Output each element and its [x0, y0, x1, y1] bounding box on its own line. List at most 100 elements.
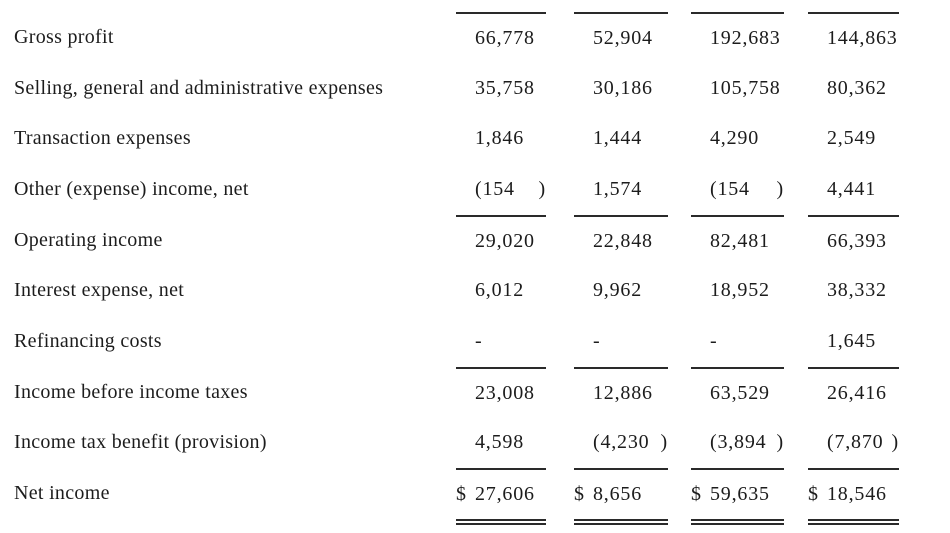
cell-value: 66,393	[827, 229, 887, 252]
row-label: Net income	[14, 482, 110, 505]
row-label: Refinancing costs	[14, 329, 162, 352]
row-label: Income tax benefit (provision)	[14, 431, 267, 454]
table-row: Refinancing costs - - - 1,645	[0, 316, 950, 367]
cell-value: 38,332	[827, 279, 887, 302]
value-cell: 12,886	[574, 366, 668, 418]
negative-close-paren: )	[891, 431, 899, 454]
cell-value: (4,230	[593, 431, 650, 454]
value-cell: 22,848	[574, 214, 668, 266]
value-cell: $59,635	[691, 468, 784, 519]
cell-value: 2,549	[827, 127, 876, 150]
value-cell: 1,574	[574, 164, 668, 215]
row-label: Operating income	[14, 228, 163, 251]
cell-value: 18,952	[710, 279, 770, 302]
value-cell: 66,778	[456, 12, 546, 63]
cell-value: 4,441	[827, 177, 876, 200]
cell-value: 26,416	[827, 381, 887, 404]
cell-value: 63,529	[710, 381, 770, 404]
cell-value: 1,574	[593, 177, 642, 200]
table-row: Interest expense, net 6,012 9,962 18,952…	[0, 265, 950, 316]
row-label: Selling, general and administrative expe…	[14, 76, 384, 99]
cell-value: 192,683	[710, 26, 781, 49]
row-label: Transaction expenses	[14, 127, 191, 150]
cell-value: 23,008	[475, 381, 535, 404]
value-cell: 1,846	[456, 113, 546, 164]
value-cell: (7,870)	[808, 418, 899, 469]
row-label: Gross profit	[14, 25, 114, 48]
value-cell: 4,598	[456, 418, 546, 469]
value-cell: 23,008	[456, 366, 546, 418]
cell-value: 1,846	[475, 127, 524, 150]
table-row: Income tax benefit (provision) 4,598 (4,…	[0, 418, 950, 469]
cell-value: 8,656	[593, 483, 642, 506]
table-row: Other (expense) income, net (154) 1,574 …	[0, 164, 950, 215]
cell-value: 52,904	[593, 26, 653, 49]
currency-symbol: $	[456, 483, 466, 506]
table-row: Income before income taxes 23,008 12,886…	[0, 366, 950, 418]
double-rule	[691, 518, 784, 529]
value-cell: 9,962	[574, 265, 668, 316]
cell-value: (7,870	[827, 431, 884, 454]
value-cell: 30,186	[574, 63, 668, 114]
value-cell: 66,393	[808, 214, 899, 266]
value-cell: 63,529	[691, 366, 784, 418]
value-cell: 35,758	[456, 63, 546, 114]
currency-symbol: $	[808, 483, 818, 506]
cell-value: 105,758	[710, 76, 781, 99]
spacer	[0, 519, 456, 529]
value-cell: 105,758	[691, 63, 784, 114]
double-rule	[574, 518, 668, 529]
value-cell: 1,645	[808, 316, 899, 367]
cell-value: 59,635	[710, 483, 770, 506]
row-label: Income before income taxes	[14, 380, 248, 403]
currency-symbol: $	[574, 483, 584, 506]
value-cell: 80,362	[808, 63, 899, 114]
cell-value: 18,546	[827, 483, 887, 506]
cell-value: 66,778	[475, 26, 535, 49]
value-cell: $18,546	[808, 468, 899, 519]
value-cell: 192,683	[691, 12, 784, 63]
table-row: Selling, general and administrative expe…	[0, 63, 950, 114]
bottom-double-rule-row	[0, 518, 950, 529]
value-cell: (154)	[691, 164, 784, 215]
value-cell: 82,481	[691, 214, 784, 266]
cell-value: 80,362	[827, 76, 887, 99]
cell-value: 144,863	[827, 26, 898, 49]
cell-value: (154	[475, 177, 515, 200]
cell-value: 1,645	[827, 329, 876, 352]
cell-value: 30,186	[593, 76, 653, 99]
value-cell: 18,952	[691, 265, 784, 316]
value-cell: 52,904	[574, 12, 668, 63]
value-cell: (3,894)	[691, 418, 784, 469]
cell-value: 12,886	[593, 381, 653, 404]
table-row: Transaction expenses 1,846 1,444 4,290 2…	[0, 113, 950, 164]
negative-close-paren: )	[776, 177, 784, 200]
cell-value: 82,481	[710, 229, 770, 252]
row-label: Other (expense) income, net	[14, 177, 249, 200]
value-cell: 4,290	[691, 113, 784, 164]
cell-value: 9,962	[593, 279, 642, 302]
value-cell: 4,441	[808, 164, 899, 215]
negative-close-paren: )	[660, 431, 668, 454]
value-cell: $27,606	[456, 468, 546, 519]
cell-value: (3,894	[710, 431, 767, 454]
cell-value: 4,598	[475, 431, 524, 454]
negative-close-paren: )	[538, 177, 546, 200]
row-label: Interest expense, net	[14, 279, 185, 302]
value-cell: -	[574, 316, 668, 367]
value-cell: (154)	[456, 164, 546, 215]
cell-value: 6,012	[475, 279, 524, 302]
double-rule	[808, 518, 899, 529]
negative-close-paren: )	[776, 431, 784, 454]
cell-value: 27,606	[475, 483, 535, 506]
value-cell: 26,416	[808, 366, 899, 418]
value-cell: 38,332	[808, 265, 899, 316]
value-cell: 6,012	[456, 265, 546, 316]
currency-symbol: $	[691, 483, 701, 506]
value-cell: -	[456, 316, 546, 367]
cell-value: -	[710, 329, 718, 352]
value-cell: 29,020	[456, 214, 546, 266]
double-rule	[456, 518, 546, 529]
value-cell: -	[691, 316, 784, 367]
